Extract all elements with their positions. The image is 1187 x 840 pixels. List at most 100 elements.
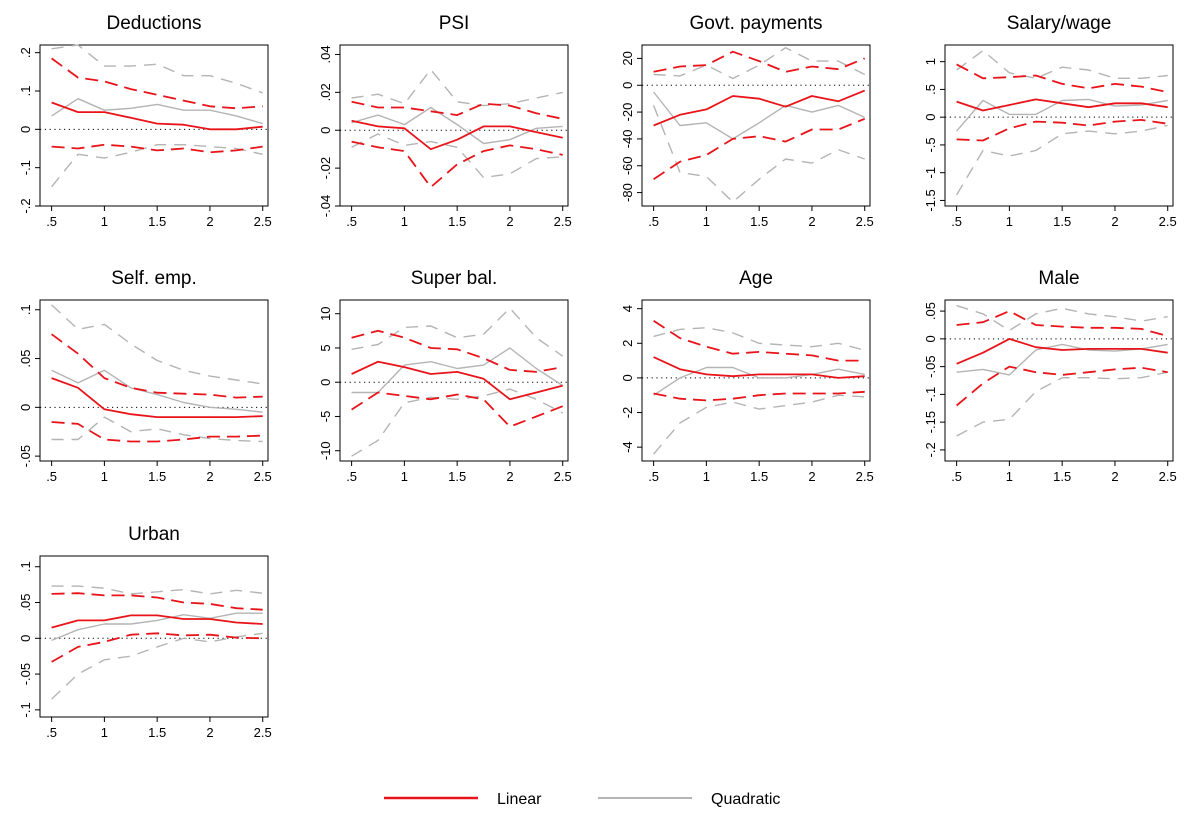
series-line-quadratic-lower-self-emp [51, 416, 263, 443]
x-tick-label: .5 [648, 469, 659, 484]
series-line-linear-lower-super-bal [351, 391, 564, 428]
y-tick-label: .2 [18, 47, 33, 58]
y-tick-label: -60 [620, 156, 635, 175]
x-tick-label: 2.5 [554, 214, 572, 229]
series-line-quadratic-upper-super-bal [351, 307, 564, 357]
plot-frame-salary-wage [944, 44, 1174, 207]
x-tick-label: 1.5 [148, 214, 166, 229]
x-tick-label: 1 [1006, 469, 1013, 484]
panel-title-age: Age [739, 268, 773, 289]
plot-frame-urban [39, 555, 269, 718]
series-line-linear-estimate-super-bal [351, 360, 563, 401]
plot-frame-self-emp [39, 299, 269, 462]
series-line-quadratic-lower-male [956, 371, 1168, 437]
y-tick-label: -1 [923, 167, 938, 179]
x-tick-label: 1.5 [448, 214, 466, 229]
panel-salary-wage: Salary/wage .5 1 1.5 2 2.5 -1.5 -1 -.5 0 .5 1 [923, 13, 1177, 229]
series-line-quadratic-estimate-govt-payments [653, 91, 865, 140]
y-tick-label: -.2 [923, 442, 938, 457]
y-tick-label: -10 [318, 441, 333, 460]
x-tick-label: .5 [346, 469, 357, 484]
x-tick-label: 2.5 [254, 725, 272, 740]
series-line-quadratic-lower-salary-wage [955, 124, 1168, 196]
x-tick-label: .5 [951, 469, 962, 484]
series-line-quadratic-estimate-salary-wage [956, 98, 1168, 132]
x-tick-label: 1.5 [1053, 214, 1071, 229]
series-line-quadratic-lower-psi [351, 133, 563, 179]
series-line-linear-lower-male [956, 365, 1168, 407]
series-line-quadratic-upper-deductions [51, 44, 263, 94]
series-line-linear-estimate-male [956, 337, 1168, 365]
x-tick-label: 1 [401, 214, 408, 229]
y-tick-label: -.05 [18, 445, 33, 467]
series-line-quadratic-upper-male [956, 304, 1168, 332]
y-tick-label: 0 [923, 114, 938, 121]
series-line-linear-upper-male [956, 310, 1168, 337]
panel-title-salary-wage: Salary/wage [1007, 13, 1112, 34]
y-tick-label: 5 [318, 344, 333, 351]
plot-frame-psi [339, 44, 569, 207]
panel-title-male: Male [1038, 268, 1079, 289]
panel-age: Age .5 1 1.5 2 2.5 -4 -2 0 2 4 [620, 268, 874, 484]
y-tick-label: -.05 [923, 355, 938, 377]
series-line-quadratic-lower-super-bal [351, 388, 564, 457]
x-tick-label: 1.5 [448, 469, 466, 484]
x-tick-label: 2 [808, 214, 815, 229]
y-tick-label: -.05 [18, 663, 33, 685]
series-line-quadratic-lower-govt-payments [652, 105, 865, 203]
plot-frame-male [944, 299, 1174, 462]
y-tick-label: 0 [923, 335, 938, 342]
y-tick-label: .5 [923, 84, 938, 95]
y-tick-label: -.02 [318, 157, 333, 179]
series-line-linear-upper-urban [51, 592, 263, 611]
x-tick-label: 2.5 [856, 214, 874, 229]
x-tick-label: 2.5 [1159, 214, 1177, 229]
y-tick-label: -.1 [923, 387, 938, 402]
x-tick-label: 2 [808, 469, 815, 484]
y-tick-label: 0 [18, 404, 33, 411]
series-line-quadratic-lower-age [653, 394, 865, 455]
series-line-linear-estimate-self-emp [51, 377, 263, 419]
series-line-quadratic-upper-age [653, 327, 865, 351]
y-tick-label: 1 [923, 58, 938, 65]
series-line-linear-upper-salary-wage [956, 63, 1168, 94]
x-tick-label: .5 [46, 214, 57, 229]
y-tick-label: 4 [620, 305, 635, 312]
series-line-quadratic-upper-psi [351, 68, 563, 107]
x-tick-label: 2.5 [856, 469, 874, 484]
x-tick-label: 1.5 [1053, 469, 1071, 484]
series-line-quadratic-upper-govt-payments [653, 47, 866, 80]
panel-male: Male .5 1 1.5 2 2.5 -.2 -.15 -.1 -.05 0 .05 [923, 268, 1177, 484]
series-line-quadratic-estimate-self-emp [51, 369, 263, 413]
series-line-quadratic-upper-urban [51, 585, 263, 595]
panel-title-self-emp: Self. emp. [111, 268, 197, 289]
panel-title-psi: PSI [439, 13, 470, 34]
y-tick-label: -4 [620, 441, 635, 453]
x-tick-label: 2.5 [254, 214, 272, 229]
y-tick-label: -80 [620, 183, 635, 202]
series-line-linear-estimate-govt-payments [653, 89, 866, 127]
panel-super-bal: Super bal. .5 1 1.5 2 2.5 -10 -5 0 5 10 [318, 268, 572, 484]
y-tick-label: -.1 [18, 702, 33, 717]
legend-label-quadratic: Quadratic [711, 791, 780, 808]
legend-label-linear: Linear [497, 791, 542, 808]
series-line-linear-upper-self-emp [51, 333, 263, 399]
series-line-linear-estimate-deductions [51, 101, 263, 131]
y-tick-label: 0 [18, 635, 33, 642]
y-tick-label: 20 [620, 51, 635, 65]
series-line-linear-lower-salary-wage [956, 119, 1168, 142]
y-tick-label: 0 [620, 82, 635, 89]
series-line-quadratic-upper-self-emp [51, 304, 263, 385]
y-tick-label: .02 [318, 83, 333, 101]
plot-frame-deductions [39, 44, 269, 207]
series-line-linear-lower-self-emp [51, 421, 263, 443]
x-tick-label: .5 [346, 214, 357, 229]
y-tick-label: -40 [620, 130, 635, 149]
series-line-linear-lower-govt-payments [653, 117, 866, 180]
series-line-linear-estimate-urban [51, 614, 263, 629]
series-line-linear-upper-deductions [51, 57, 263, 110]
y-tick-label: .05 [18, 593, 33, 611]
series-line-quadratic-estimate-age [653, 366, 865, 396]
x-tick-label: 1 [1006, 214, 1013, 229]
